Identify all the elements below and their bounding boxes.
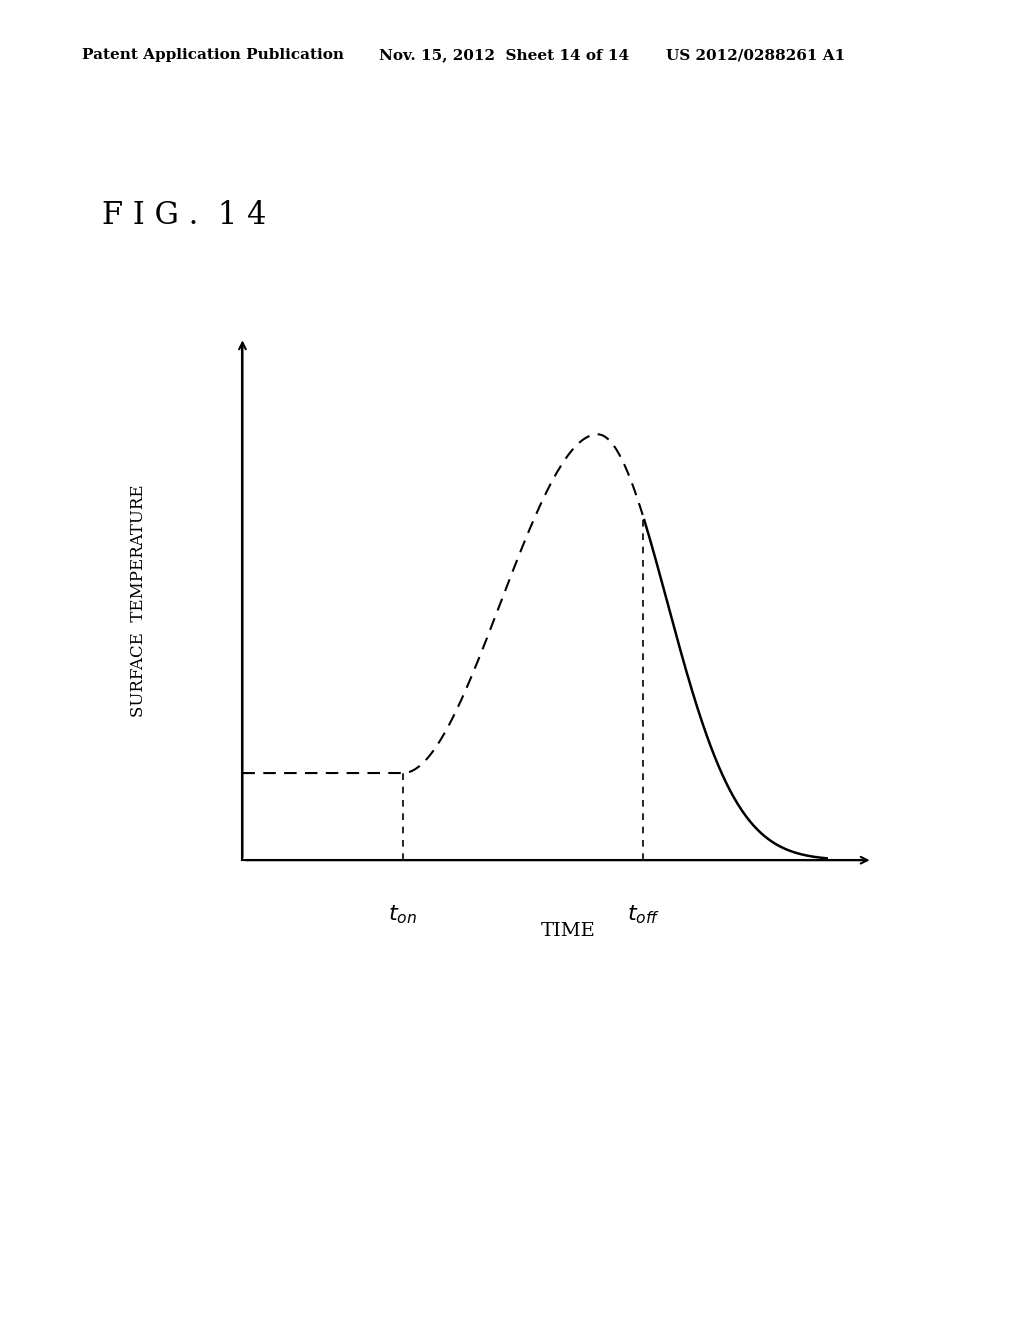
Text: $t_{off}$: $t_{off}$	[627, 904, 659, 927]
Text: US 2012/0288261 A1: US 2012/0288261 A1	[666, 49, 845, 62]
Text: $t_{on}$: $t_{on}$	[388, 904, 418, 927]
Text: SURFACE  TEMPERATURE: SURFACE TEMPERATURE	[130, 484, 146, 717]
Text: TIME: TIME	[541, 921, 596, 940]
Text: F I G .  1 4: F I G . 1 4	[102, 201, 267, 231]
Text: Patent Application Publication: Patent Application Publication	[82, 49, 344, 62]
Text: Nov. 15, 2012  Sheet 14 of 14: Nov. 15, 2012 Sheet 14 of 14	[379, 49, 629, 62]
